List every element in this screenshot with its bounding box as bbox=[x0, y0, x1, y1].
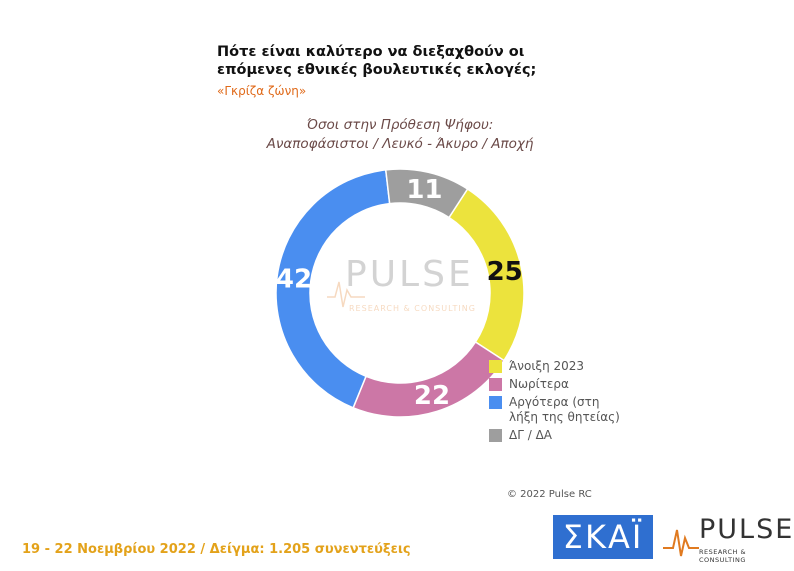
chart-legend: Άνοιξη 2023 Νωρίτερα Αργότερα (στη λήξη τ… bbox=[489, 359, 649, 446]
respondent-group-label: Όσοι στην Πρόθεση Ψήφου: Αναποφάσιστοι /… bbox=[250, 116, 550, 154]
pulse-wave-icon bbox=[663, 529, 699, 557]
legend-swatch bbox=[489, 429, 502, 442]
legend-swatch bbox=[489, 396, 502, 409]
legend-swatch bbox=[489, 378, 502, 391]
legend-label: Νωρίτερα bbox=[509, 377, 569, 391]
pulse-logo-word: PULSE bbox=[699, 514, 794, 545]
legend-item-later: Αργότερα (στη λήξη της θητείας) bbox=[489, 395, 649, 425]
slice-later bbox=[275, 168, 391, 409]
survey-dates-and-sample: 19 - 22 Νοεμβρίου 2022 / Δείγμα: 1.205 σ… bbox=[22, 542, 411, 557]
legend-item-spring-2023: Άνοιξη 2023 bbox=[489, 359, 649, 374]
chart-title-line-2: επόμενες εθνικές βουλευτικές εκλογές; bbox=[217, 62, 537, 78]
legend-item-dont-know: ΔΓ / ΔΑ bbox=[489, 428, 649, 443]
chart-title: Πότε είναι καλύτερο να διεξαχθούν οι επό… bbox=[217, 43, 557, 79]
legend-label: Αργότερα (στη λήξη της θητείας) bbox=[509, 395, 620, 424]
chart-title-line-1: Πότε είναι καλύτερο να διεξαχθούν οι bbox=[217, 44, 525, 60]
pulse-watermark: PULSE RESEARCH & CONSULTING bbox=[327, 254, 487, 324]
slice-dont-know bbox=[384, 168, 469, 219]
watermark-subtitle: RESEARCH & CONSULTING bbox=[349, 304, 476, 313]
legend-item-earlier: Νωρίτερα bbox=[489, 377, 649, 392]
data-label: 25 bbox=[487, 257, 523, 287]
copyright-note: © 2022 Pulse RC bbox=[507, 489, 592, 500]
pulse-logo-subtitle: RESEARCH & CONSULTING bbox=[699, 548, 747, 564]
data-label: 11 bbox=[406, 175, 442, 205]
skai-logo: ΣΚΑΪ bbox=[553, 515, 653, 559]
legend-label: ΔΓ / ΔΑ bbox=[509, 428, 552, 442]
grey-zone-label: «Γκρίζα ζώνη» bbox=[217, 84, 307, 98]
legend-label: Άνοιξη 2023 bbox=[509, 359, 585, 373]
respondent-group-line-2: Αναποφάσιστοι / Λευκό - Άκυρο / Αποχή bbox=[266, 136, 534, 152]
pulse-wave-icon bbox=[327, 281, 365, 308]
pulse-logo: PULSE RESEARCH & CONSULTING bbox=[663, 514, 792, 564]
respondent-group-line-1: Όσοι στην Πρόθεση Ψήφου: bbox=[306, 117, 494, 133]
data-label: 42 bbox=[276, 264, 312, 294]
legend-swatch bbox=[489, 360, 502, 373]
data-label: 22 bbox=[414, 381, 450, 411]
watermark-word: PULSE bbox=[345, 254, 474, 295]
